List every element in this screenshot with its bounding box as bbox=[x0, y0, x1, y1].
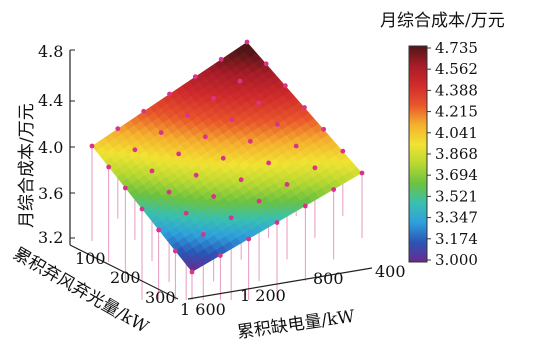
sample-point bbox=[192, 74, 198, 80]
sample-point bbox=[202, 134, 208, 140]
x-tick-label: 1 600 bbox=[180, 300, 226, 319]
colorbar-tick-label: 4.388 bbox=[435, 81, 478, 99]
sample-point bbox=[189, 269, 195, 275]
sample-point bbox=[247, 138, 253, 144]
sample-point bbox=[274, 220, 280, 225]
colorbar-tick-label: 4.041 bbox=[435, 124, 478, 142]
z-tick-label: 4.8 bbox=[38, 42, 63, 61]
colorbar-ticks: 4.735 4.562 4.388 4.215 4.041 3.868 3.694 3.521… bbox=[427, 39, 478, 269]
sample-point bbox=[275, 122, 280, 127]
sample-point bbox=[106, 164, 112, 170]
sample-point bbox=[217, 253, 223, 258]
sample-point bbox=[237, 78, 243, 84]
sample-points bbox=[89, 39, 365, 275]
sample-point bbox=[266, 160, 272, 166]
sample-point bbox=[132, 147, 138, 153]
sample-point bbox=[115, 126, 121, 132]
sample-point bbox=[244, 39, 250, 45]
z-tick-label: 3.6 bbox=[38, 184, 63, 203]
surface-mesh bbox=[92, 42, 362, 272]
sample-point bbox=[263, 61, 269, 67]
z-tick-label: 4.0 bbox=[38, 138, 63, 157]
z-tick-label: 3.2 bbox=[38, 228, 63, 247]
sample-point bbox=[228, 215, 234, 221]
colorbar-tick-label: 4.735 bbox=[435, 39, 478, 57]
sample-point bbox=[193, 172, 199, 178]
sample-point bbox=[293, 143, 299, 149]
sample-point bbox=[158, 130, 164, 136]
sample-point bbox=[238, 177, 244, 183]
sample-point bbox=[331, 187, 337, 192]
colorbar-tick-label: 4.215 bbox=[435, 103, 478, 121]
sample-point bbox=[284, 182, 290, 187]
z-axis-title: 月综合成本/万元 bbox=[17, 103, 37, 228]
y-tick-label: 300 bbox=[145, 288, 176, 307]
sample-point bbox=[185, 113, 190, 118]
colorbar-tick-label: 3.174 bbox=[435, 230, 478, 248]
sample-point bbox=[211, 95, 217, 101]
sample-point bbox=[218, 56, 224, 62]
colorbar bbox=[408, 45, 428, 263]
z-tick-label: 4.4 bbox=[38, 91, 63, 110]
x-tick-label: 800 bbox=[313, 269, 344, 288]
sample-point bbox=[167, 91, 172, 97]
y-tick-label: 100 bbox=[75, 249, 106, 268]
sample-point bbox=[166, 189, 172, 195]
colorbar-tick-label: 3.347 bbox=[435, 209, 478, 227]
axes bbox=[69, 49, 373, 300]
colorbar-tick-label: 3.868 bbox=[435, 145, 478, 163]
colorbar-tick-label: 4.562 bbox=[435, 60, 478, 78]
sample-point bbox=[321, 126, 327, 132]
colorbar-tick-label: 3.521 bbox=[435, 187, 478, 205]
sample-point bbox=[211, 194, 217, 199]
sample-point bbox=[256, 100, 262, 106]
sample-point bbox=[122, 185, 128, 191]
sample-point bbox=[312, 165, 318, 171]
x-axis-line bbox=[187, 267, 373, 300]
sample-point bbox=[149, 168, 155, 174]
colorbar-tick-label: 3.000 bbox=[435, 251, 478, 269]
sample-point bbox=[340, 148, 346, 154]
y-axis-line bbox=[69, 244, 179, 300]
sample-point bbox=[141, 108, 147, 114]
sample-point bbox=[172, 248, 178, 254]
sample-point bbox=[89, 143, 95, 149]
sample-point bbox=[176, 151, 182, 157]
colorbar-title: 月综合成本/万元 bbox=[380, 11, 505, 31]
sample-point bbox=[256, 198, 262, 204]
x-tick-label: 400 bbox=[375, 262, 406, 281]
sample-point bbox=[200, 231, 206, 237]
x-axis-title: 累积缺电量/kW bbox=[236, 307, 357, 343]
sample-point bbox=[359, 170, 365, 176]
sample-point bbox=[183, 210, 189, 216]
surface-patch bbox=[349, 167, 362, 178]
x-tick-label: 1 200 bbox=[240, 286, 286, 305]
y-tick-label: 200 bbox=[110, 268, 141, 287]
sample-point bbox=[302, 203, 308, 209]
sample-point bbox=[139, 206, 145, 212]
sample-point bbox=[156, 227, 162, 233]
sample-point bbox=[302, 105, 307, 110]
sample-point bbox=[246, 236, 252, 242]
sample-point bbox=[229, 117, 235, 123]
colorbar-tick-label: 3.694 bbox=[435, 166, 478, 184]
sample-point bbox=[282, 83, 288, 89]
sample-point bbox=[220, 155, 226, 161]
